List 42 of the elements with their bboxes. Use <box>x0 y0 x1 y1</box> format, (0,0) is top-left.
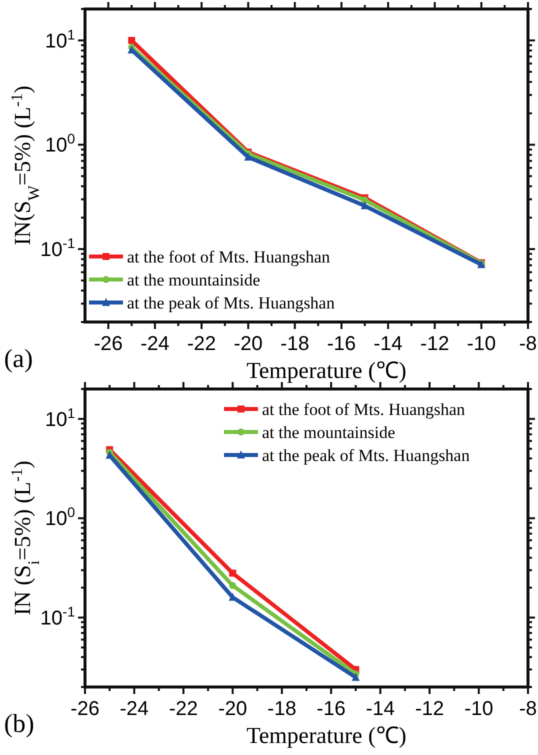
x-tick-label: -26 <box>70 698 100 720</box>
x-tick-label: -18 <box>267 698 296 720</box>
x-axis-title: Temperature (℃) <box>246 358 406 383</box>
text: (a) <box>4 344 33 373</box>
y-tick-label: 10$^{1}$ <box>44 404 76 431</box>
legend-label: at the foot of Mts. Huangshan <box>127 248 331 266</box>
x-tick-label: -18 <box>280 333 310 355</box>
legend-label: at the mountainside <box>127 270 260 290</box>
y-tick-label: 10$^{1}$ <box>44 26 76 52</box>
x-tick-label: -24 <box>120 698 149 720</box>
point <box>229 570 236 577</box>
point <box>229 582 236 590</box>
x-tick-label: -16 <box>316 698 346 720</box>
point <box>128 36 136 44</box>
legend-label: at the mountainside <box>262 423 396 442</box>
point <box>352 672 360 681</box>
x-tick-label: -12 <box>420 333 450 355</box>
x-tick-label: -10 <box>464 698 494 720</box>
point <box>361 196 368 204</box>
y-tick-label: 10$^{-1}$ <box>40 604 76 630</box>
x-tick-label: -22 <box>187 333 216 355</box>
y-tick-label: 10$^{0}$ <box>44 130 76 157</box>
legend-label: at the foot of Mts. Huangshan <box>262 400 466 419</box>
x-tick-label: -20 <box>218 698 248 720</box>
x-tick-label: -8 <box>519 698 537 720</box>
x-tick-label: -10 <box>466 333 496 355</box>
x-tick-label: -14 <box>374 333 403 355</box>
x-tick-label: -14 <box>366 698 395 720</box>
point <box>244 152 252 161</box>
x-tick-label: -16 <box>327 333 356 355</box>
x-tick-label: -12 <box>415 698 444 720</box>
x-tick-label: -20 <box>234 333 263 355</box>
x-tick-label: -24 <box>140 333 170 355</box>
legend-label: at the peak of Mts. Huangshan <box>262 446 470 465</box>
x-tick-label: -26 <box>94 333 123 355</box>
legend-label: at the peak of Mts. Huangshan <box>127 294 336 312</box>
y-tick-label: 10$^{0}$ <box>44 504 76 530</box>
x-tick-label: -8 <box>519 333 537 355</box>
x-axis-title: Temperature (℃) <box>246 723 406 748</box>
text: (b) <box>4 709 34 738</box>
x-tick-label: -22 <box>168 698 198 720</box>
y-tick-label: 10$^{-1}$ <box>40 235 76 262</box>
